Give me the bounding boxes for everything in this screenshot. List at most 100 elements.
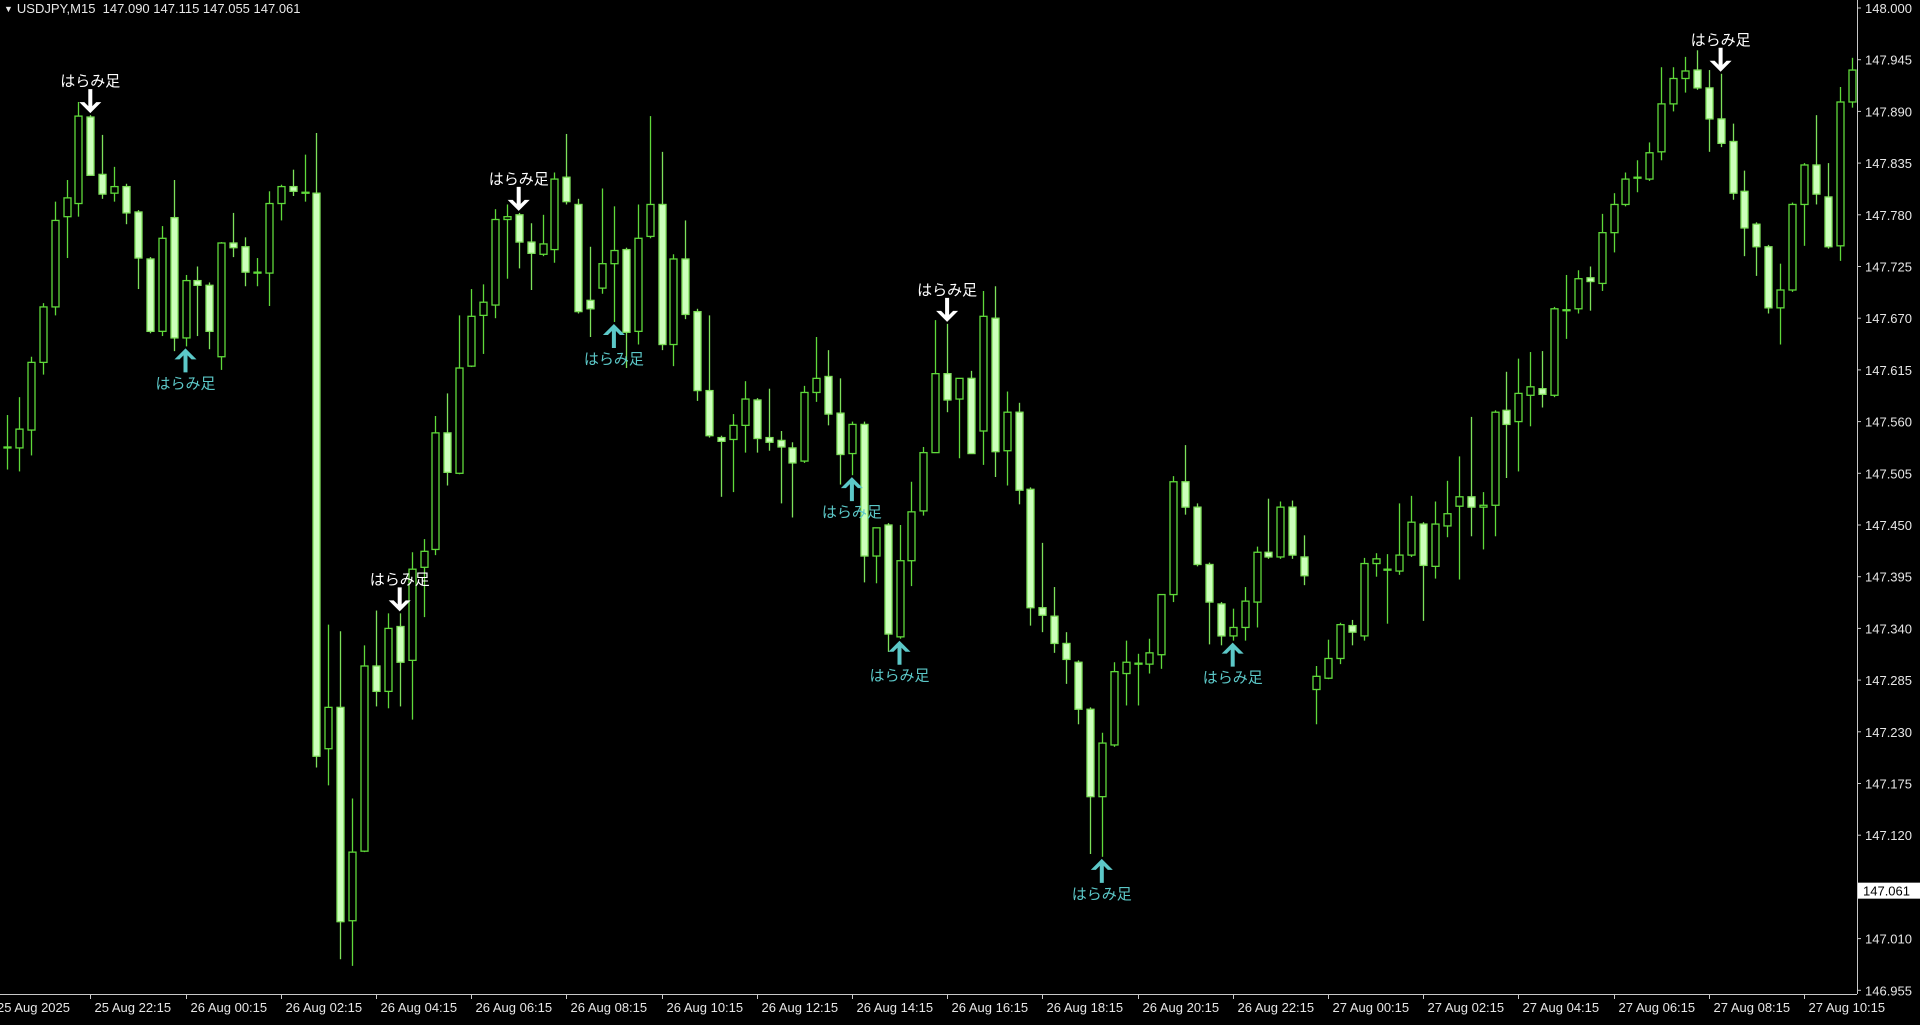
arrow-up-icon <box>1221 642 1244 667</box>
candle <box>681 220 690 320</box>
candle <box>51 201 60 316</box>
candle <box>1538 351 1547 408</box>
candle <box>1134 653 1143 706</box>
candle <box>1098 732 1107 857</box>
candle-body-bullish <box>27 361 36 431</box>
candle-body-bullish <box>1598 232 1607 285</box>
candle-body-bullish <box>277 185 286 205</box>
candle <box>1598 213 1607 291</box>
candle <box>1550 306 1559 398</box>
candle <box>1026 487 1035 626</box>
dropdown-triangle-icon[interactable]: ▼ <box>4 4 13 14</box>
candle <box>74 102 83 217</box>
candle-body-bullish <box>1122 661 1131 675</box>
candle <box>717 435 726 497</box>
candle-body-bullish <box>1574 278 1583 310</box>
candle <box>158 226 167 337</box>
candle <box>824 350 833 426</box>
candle <box>253 258 262 287</box>
candle-body-bearish <box>1824 196 1833 248</box>
candle-body-bullish <box>39 306 48 364</box>
candle <box>348 798 357 966</box>
harami-label: はらみ足 <box>822 504 882 521</box>
candle <box>753 398 762 453</box>
candle-body-bullish <box>63 197 72 218</box>
candle <box>705 315 714 438</box>
arrow-up-icon <box>174 348 197 373</box>
candle <box>1360 557 1369 641</box>
candle-body-bearish <box>765 436 774 443</box>
candle <box>574 198 583 314</box>
candle-body-bearish <box>1740 190 1749 229</box>
candle <box>515 212 524 269</box>
candle-body-bullish <box>848 423 857 455</box>
time-tick-label: 27 Aug 08:15 <box>1714 1000 1791 1015</box>
price-tick-label: 147.835 <box>1865 156 1912 171</box>
candle-body-bullish <box>669 258 678 346</box>
candle <box>170 180 179 352</box>
candle <box>658 151 667 351</box>
candle-body-bullish <box>1276 506 1285 558</box>
time-tick-label: 26 Aug 14:15 <box>857 1000 934 1015</box>
harami-annotation: はらみ足 <box>1203 642 1263 687</box>
candle <box>63 180 72 259</box>
candle <box>860 421 869 583</box>
candle-body-bullish <box>610 249 619 265</box>
candle-body-bearish <box>1264 551 1273 558</box>
harami-annotation: はらみ足 <box>155 348 216 392</box>
candle-body-bullish <box>896 560 905 638</box>
candle <box>1502 371 1511 478</box>
candle <box>39 303 48 375</box>
candle-body-bullish <box>1621 178 1630 206</box>
time-tick-label: 27 Aug 04:15 <box>1523 1000 1600 1015</box>
time-tick-label: 26 Aug 06:15 <box>476 1000 553 1015</box>
candle-body-bullish <box>467 315 476 367</box>
candle <box>562 133 571 205</box>
time-tick-label: 26 Aug 12:15 <box>762 1000 839 1015</box>
candle-body-bearish <box>1181 481 1190 508</box>
harami-annotation: はらみ足 <box>822 477 882 521</box>
candle <box>1621 172 1630 207</box>
candle <box>586 246 595 337</box>
candle <box>788 442 797 518</box>
candle-body-bullish <box>1633 176 1642 179</box>
candle-body-bullish <box>455 367 464 474</box>
candle-body-bullish <box>491 218 500 306</box>
price-tick-label: 147.010 <box>1865 932 1912 947</box>
candle <box>1645 142 1654 181</box>
candle <box>205 282 214 350</box>
candle-body-bearish <box>622 248 631 333</box>
candle-body-bullish <box>348 851 357 922</box>
candle <box>1848 57 1857 108</box>
harami-label: はらみ足 <box>370 571 430 588</box>
candle-body-bullish <box>253 271 262 274</box>
candle-body-bullish <box>1800 164 1809 206</box>
candle-body-bullish <box>1550 308 1559 396</box>
candle-body-bullish <box>550 178 559 251</box>
candle <box>1776 263 1785 345</box>
candle-body-bullish <box>1776 289 1785 309</box>
candle <box>134 210 143 290</box>
candle-body-bearish <box>717 436 726 442</box>
candle-body-bearish <box>836 412 845 456</box>
candle-body-bullish <box>812 377 821 394</box>
arrow-up-icon <box>840 477 863 502</box>
candle <box>1788 202 1797 292</box>
candle-body-bullish <box>1110 670 1119 746</box>
candle-body-bullish <box>1848 69 1857 103</box>
candle <box>598 188 607 294</box>
candle <box>1015 402 1024 505</box>
price-tick-label: 147.340 <box>1865 621 1912 636</box>
price-tick-label: 147.780 <box>1865 208 1912 223</box>
candle <box>646 116 655 239</box>
candle <box>372 610 381 707</box>
candle-body-bullish <box>1669 77 1678 105</box>
candle <box>3 415 12 470</box>
price-tick-label: 147.285 <box>1865 673 1912 688</box>
candle <box>1395 503 1404 575</box>
candle-body-bullish <box>408 568 417 662</box>
candle <box>943 323 952 413</box>
